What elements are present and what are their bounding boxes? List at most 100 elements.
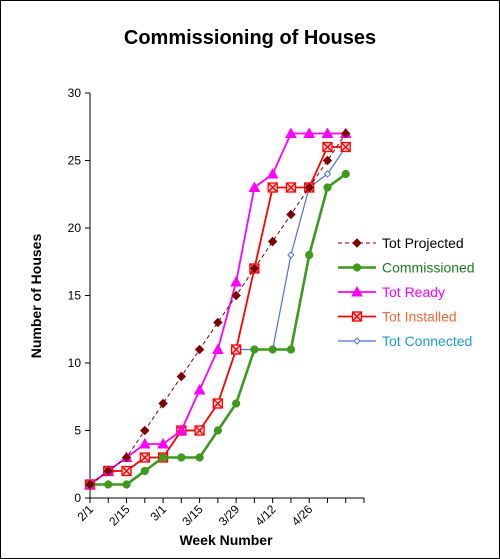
y-tick-label: 30 — [68, 86, 82, 100]
x-tick-label: 4/12 — [252, 502, 279, 529]
data-point-commissioned — [177, 453, 186, 462]
x-tick-label: 2/1 — [74, 502, 96, 524]
data-point-tot-ready — [303, 127, 316, 138]
data-point-tot-projected — [103, 466, 113, 476]
data-point-tot-projected — [213, 317, 223, 328]
legend-item-tot-connected: Tot Connected — [338, 333, 472, 349]
y-tick-label: 25 — [68, 154, 82, 168]
legend-swatch-marker-cross — [352, 311, 362, 322]
data-point-tot-installed-cross — [121, 466, 132, 476]
data-point-tot-installed — [212, 398, 224, 409]
data-point-tot-ready — [157, 437, 169, 449]
x-tick-label: 3/29 — [216, 502, 243, 529]
x-tick-label: 3/1 — [147, 502, 169, 524]
data-point-tot-projected — [231, 290, 241, 301]
data-point-tot-projected — [158, 398, 168, 409]
plot-area: 0 5 10 15 20 25 30 2/1 2/15 3/1 3/15 3/29 4/12 4/26 — [68, 86, 365, 529]
data-point-tot-projected — [286, 209, 296, 220]
legend-label-tot-projected: Tot Projected — [382, 235, 464, 251]
data-point-tot-installed-cross — [212, 398, 223, 409]
data-point-tot-ready — [212, 343, 224, 354]
series-tot-projected — [85, 128, 351, 490]
data-point-tot-connected — [323, 170, 332, 178]
data-point-tot-installed — [139, 452, 150, 463]
data-point-tot-ready — [266, 167, 279, 179]
legend-label-tot-ready: Tot Ready — [382, 284, 445, 300]
data-point-tot-ready — [285, 127, 297, 138]
data-point-tot-installed-cross — [285, 182, 296, 193]
data-point-tot-projected — [85, 479, 95, 490]
y-tick-label: 20 — [68, 221, 82, 235]
legend-swatch-marker — [351, 285, 363, 297]
data-point-tot-projected — [322, 155, 333, 166]
data-point-tot-projected — [121, 452, 132, 463]
data-point-tot-installed-cross — [267, 182, 278, 193]
data-point-tot-projected — [140, 425, 150, 436]
data-point-commissioned — [232, 399, 241, 408]
y-axis-title: Number of Houses — [28, 234, 44, 359]
data-point-commissioned — [323, 183, 332, 192]
x-tick-label: 4/26 — [289, 502, 316, 529]
series-line-tot-projected — [89, 133, 347, 485]
data-point-commissioned — [286, 345, 296, 354]
legend-label-tot-installed: Tot Installed — [382, 309, 457, 325]
data-point-commissioned — [268, 345, 277, 354]
chart-title: Commissioning of Houses — [124, 27, 376, 49]
legend-label-tot-connected: Tot Connected — [382, 333, 472, 349]
data-point-commissioned — [195, 453, 204, 462]
data-point-tot-installed — [322, 141, 333, 153]
y-tick-label: 0 — [74, 491, 81, 505]
data-point-commissioned — [213, 426, 222, 435]
x-axis-title: Week Number — [179, 532, 273, 548]
data-point-tot-projected — [267, 236, 278, 247]
data-point-tot-installed-cross — [139, 452, 150, 463]
legend-label-commissioned: Commissioned — [382, 260, 475, 276]
data-point-tot-ready — [248, 181, 261, 192]
data-point-tot-installed-cross — [194, 425, 205, 436]
data-point-tot-projected — [304, 182, 314, 193]
data-point-tot-projected — [176, 371, 187, 382]
x-tick-label: 3/15 — [179, 502, 206, 529]
data-point-tot-installed — [194, 425, 205, 436]
data-point-tot-installed — [285, 182, 297, 193]
y-tick-label: 10 — [68, 356, 82, 370]
y-tick-label: 15 — [68, 289, 82, 303]
data-point-tot-installed — [230, 344, 242, 355]
legend-item-commissioned: Commissioned — [338, 260, 475, 276]
series-tot-connected — [86, 143, 350, 489]
data-point-tot-installed — [340, 141, 351, 153]
data-point-tot-projected — [249, 263, 260, 274]
data-point-tot-ready — [321, 127, 334, 138]
data-point-tot-ready — [175, 424, 188, 435]
legend-item-tot-projected: Tot Projected — [338, 235, 464, 251]
legend: Tot Projected Commissioned Tot Ready Tot In… — [338, 235, 475, 349]
data-point-tot-connected — [287, 251, 295, 259]
data-point-tot-projected — [341, 128, 351, 139]
series-line-commissioned — [90, 172, 347, 486]
data-point-tot-projected — [194, 344, 205, 355]
series-tot-installed — [84, 141, 351, 490]
data-point-tot-ready — [193, 383, 206, 395]
data-point-tot-ready — [230, 275, 242, 287]
data-point-tot-installed — [121, 465, 132, 477]
data-point-commissioned — [140, 466, 149, 476]
legend-item-tot-installed: Tot Installed — [338, 309, 457, 325]
data-point-tot-ready — [138, 437, 151, 449]
y-tick-label: 5 — [74, 424, 81, 438]
legend-swatch-marker — [352, 263, 362, 272]
data-point-commissioned — [305, 250, 314, 260]
x-tick-label: 2/15 — [106, 502, 133, 529]
data-point-commissioned — [104, 480, 113, 489]
data-point-commissioned — [341, 169, 350, 179]
legend-swatch-marker — [352, 238, 362, 248]
data-point-tot-installed — [267, 182, 278, 193]
data-point-tot-installed-cross — [340, 142, 351, 152]
series-commissioned — [85, 169, 350, 489]
legend-item-tot-ready: Tot Ready — [338, 284, 445, 300]
legend-swatch-marker — [351, 311, 363, 322]
legend-swatch-marker — [353, 337, 361, 345]
data-point-tot-installed-cross — [322, 142, 333, 152]
data-point-tot-installed-cross — [231, 344, 242, 355]
